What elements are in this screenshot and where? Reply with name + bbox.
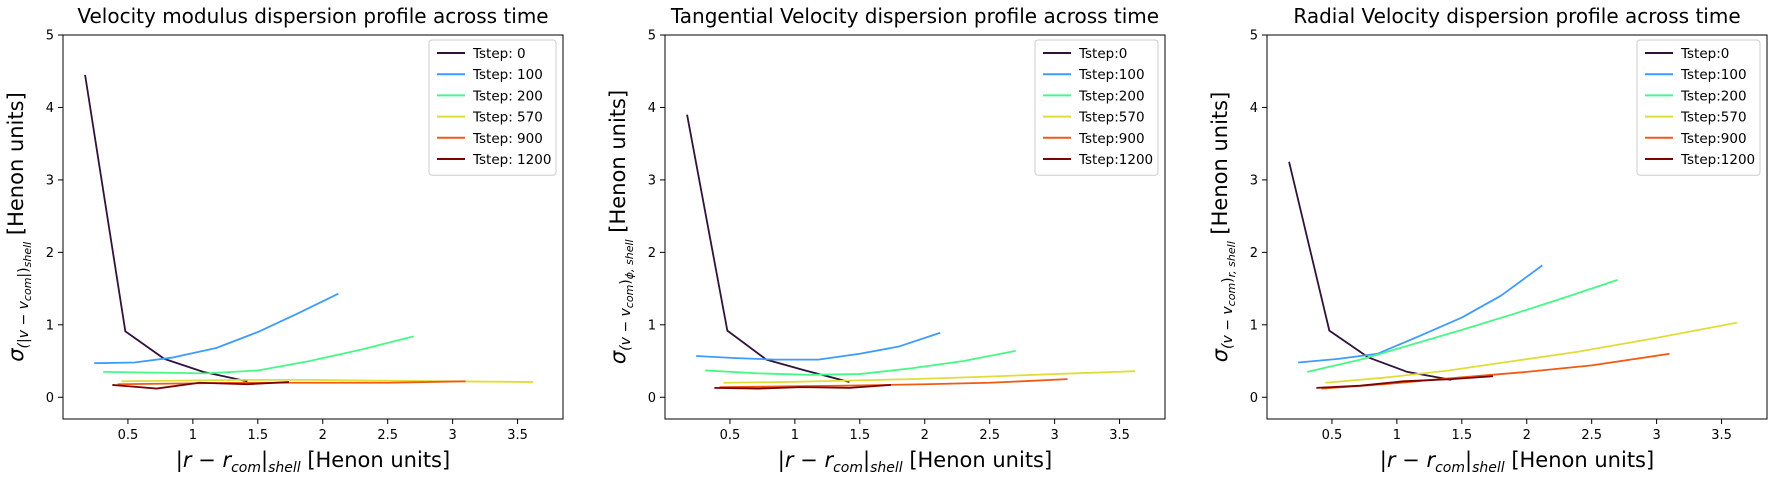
series-line-4: [723, 370, 1136, 384]
x-tick-label: 3.5: [507, 428, 528, 443]
series-line-4: [1325, 321, 1738, 384]
chart-title: Radial Velocity dispersion profile acros…: [1293, 4, 1740, 28]
y-tick-label: 3: [648, 173, 656, 188]
chart-panel-1: Velocity modulus dispersion profile acro…: [4, 4, 564, 476]
chart-title: Velocity modulus dispersion profile acro…: [77, 4, 548, 28]
y-tick-label: 0: [648, 391, 656, 406]
x-tick-label: 0.5: [118, 428, 139, 443]
x-tick-label: 1: [189, 428, 197, 443]
x-tick-label: 2.5: [1581, 428, 1602, 443]
chart-panel-2: Tangential Velocity dispersion profile a…: [606, 4, 1166, 476]
x-tick-label: 3: [448, 428, 456, 443]
series-line-1: [1288, 161, 1452, 381]
legend-label-2: Tstep:100: [1078, 67, 1145, 83]
x-tick-label: 1.5: [1451, 428, 1472, 443]
y-tick-label: 1: [46, 318, 54, 333]
series-line-3: [1307, 279, 1618, 373]
x-tick-label: 2: [319, 428, 327, 443]
x-tick-label: 2.5: [377, 428, 398, 443]
y-tick-label: 3: [1250, 173, 1258, 188]
plot-frame: [1266, 34, 1768, 420]
legend: Tstep:0 Tstep:100 Tstep:200 Tstep:570 Tstep:…: [1636, 39, 1761, 176]
legend-label-1: Tstep: 0: [472, 46, 526, 62]
y-axis-label: σ(v − vcom)ϕ, shell [Henon units]: [606, 90, 636, 364]
x-tick-label: 2.5: [979, 428, 1000, 443]
legend-label-5: Tstep: 900: [472, 131, 543, 147]
plot-frame: [62, 34, 564, 420]
series-line-5: [117, 380, 466, 386]
legend-label-5: Tstep:900: [1680, 131, 1747, 147]
x-tick-label: 3.5: [1109, 428, 1130, 443]
x-tick-label: 3: [1652, 428, 1660, 443]
y-tick-label: 0: [46, 391, 54, 406]
y-tick-label: 0: [1250, 391, 1258, 406]
y-tick-label: 4: [648, 101, 656, 116]
legend: Tstep:0 Tstep:100 Tstep:200 Tstep:570 Tstep:…: [1034, 39, 1159, 176]
legend-label-4: Tstep:570: [1680, 110, 1747, 126]
x-tick-label: 2: [921, 428, 929, 443]
y-tick-label: 2: [1250, 246, 1258, 261]
y-tick-label: 1: [1250, 318, 1258, 333]
legend-label-4: Tstep: 570: [472, 110, 543, 126]
y-tick-label: 5: [648, 29, 656, 44]
legend-label-1: Tstep:0: [1680, 46, 1729, 62]
series-line-6: [1316, 375, 1494, 389]
legend: Tstep: 0 Tstep: 100 Tstep: 200 Tstep: 570 Ts…: [428, 39, 557, 176]
legend-label-4: Tstep:570: [1078, 110, 1145, 126]
series-line-2: [94, 292, 339, 365]
x-tick-label: 1.5: [247, 428, 268, 443]
y-tick-label: 2: [648, 246, 656, 261]
legend-label-3: Tstep:200: [1078, 88, 1145, 104]
series-line-4: [121, 378, 534, 383]
x-axis-label: |r − rcom|shell [Henon units]: [176, 448, 450, 476]
x-axis-label: |r − rcom|shell [Henon units]: [778, 448, 1052, 476]
x-tick-label: 3.5: [1711, 428, 1732, 443]
legend-label-1: Tstep:0: [1078, 46, 1127, 62]
y-axis-label: σ(v − vcom)r, shell [Henon units]: [1208, 92, 1238, 363]
x-tick-label: 2: [1523, 428, 1531, 443]
y-tick-label: 5: [1250, 29, 1258, 44]
y-tick-label: 5: [46, 29, 54, 44]
series-line-6: [112, 381, 290, 390]
chart-title: Tangential Velocity dispersion profile a…: [670, 4, 1159, 28]
series-line-1: [84, 74, 248, 383]
x-tick-label: 0.5: [720, 428, 741, 443]
x-tick-label: 1.5: [849, 428, 870, 443]
x-axis-label: |r − rcom|shell [Henon units]: [1380, 448, 1654, 476]
x-tick-label: 1: [791, 428, 799, 443]
series-line-1: [686, 114, 850, 383]
legend-label-2: Tstep: 100: [472, 67, 543, 83]
legend-label-6: Tstep: 1200: [472, 152, 551, 168]
y-tick-label: 4: [46, 101, 54, 116]
y-axis-label: σ(|v − vcom|)shell [Henon units]: [4, 92, 34, 362]
x-tick-label: 0.5: [1322, 428, 1343, 443]
series-line-2: [696, 331, 941, 361]
legend-label-3: Tstep:200: [1680, 88, 1747, 104]
series-line-3: [705, 350, 1016, 376]
series-line-6: [714, 384, 892, 390]
legend-label-5: Tstep:900: [1078, 131, 1145, 147]
legend-label-3: Tstep: 200: [472, 88, 543, 104]
chart-panel-3: Radial Velocity dispersion profile acros…: [1208, 4, 1768, 476]
series-line-3: [103, 335, 414, 375]
legend-label-2: Tstep:100: [1680, 67, 1747, 83]
y-tick-label: 4: [1250, 101, 1258, 116]
y-tick-label: 1: [648, 318, 656, 333]
y-tick-label: 3: [46, 173, 54, 188]
legend-label-6: Tstep:1200: [1078, 152, 1153, 168]
plot-frame: [664, 34, 1166, 420]
legend-label-6: Tstep:1200: [1680, 152, 1755, 168]
series-line-2: [1298, 264, 1543, 364]
x-tick-label: 3: [1050, 428, 1058, 443]
x-tick-label: 1: [1393, 428, 1401, 443]
y-tick-label: 2: [46, 246, 54, 261]
